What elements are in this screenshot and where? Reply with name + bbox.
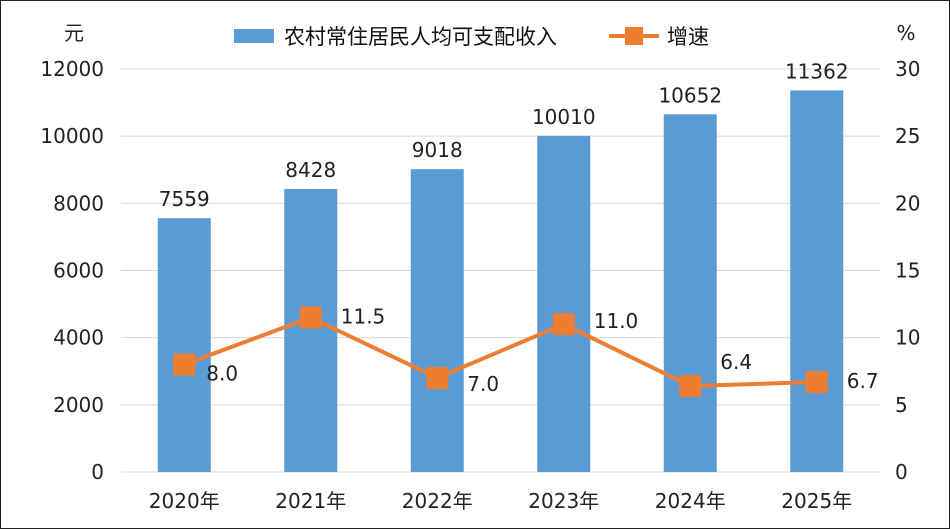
right-axis-unit: % bbox=[896, 21, 915, 45]
legend: 农村常住居民人均可支配收入 增速 bbox=[234, 25, 709, 49]
legend-label-income: 农村常住居民人均可支配收入 bbox=[284, 25, 557, 49]
left-axis-tick-label: 2000 bbox=[53, 393, 104, 417]
growth-marker bbox=[679, 375, 702, 398]
growth-data-label: 6.4 bbox=[720, 350, 752, 374]
legend-swatch-growth-marker bbox=[625, 27, 643, 45]
growth-data-label: 11.0 bbox=[594, 309, 639, 333]
left-axis-tick-label: 0 bbox=[91, 460, 104, 484]
right-axis-tick-label: 25 bbox=[895, 124, 920, 148]
income-bar bbox=[157, 218, 211, 472]
legend-label-growth: 增速 bbox=[667, 25, 709, 49]
left-axis-tick-label: 4000 bbox=[53, 326, 104, 350]
growth-marker bbox=[173, 353, 196, 376]
growth-data-label: 6.7 bbox=[847, 369, 879, 393]
x-axis-tick-label: 2020年 bbox=[149, 489, 220, 513]
right-axis-tick-label: 0 bbox=[895, 460, 908, 484]
x-axis-tick-label: 2021年 bbox=[275, 489, 346, 513]
income-bar-label: 10652 bbox=[658, 83, 722, 107]
income-bar bbox=[284, 188, 338, 473]
left-axis-tick-label: 10000 bbox=[40, 124, 104, 148]
right-axis-tick-label: 5 bbox=[895, 393, 908, 417]
growth-data-label: 11.5 bbox=[341, 305, 386, 329]
income-bar-label: 7559 bbox=[159, 187, 210, 211]
x-axis-tick-label: 2023年 bbox=[528, 489, 599, 513]
right-axis-tick-label: 10 bbox=[895, 326, 920, 350]
growth-data-label: 7.0 bbox=[467, 372, 499, 396]
income-bar bbox=[790, 90, 844, 472]
line-series bbox=[173, 306, 828, 398]
income-bar bbox=[663, 114, 717, 473]
left-axis-tick-label: 8000 bbox=[53, 191, 104, 215]
right-axis-tick-label: 30 bbox=[895, 57, 920, 81]
income-bar bbox=[537, 135, 591, 473]
growth-marker bbox=[299, 306, 322, 329]
right-axis-tick-label: 20 bbox=[895, 191, 920, 215]
income-bar bbox=[410, 169, 464, 472]
growth-marker bbox=[805, 370, 828, 393]
income-bar-label: 8428 bbox=[285, 158, 336, 182]
legend-swatch-income bbox=[234, 29, 274, 43]
x-axis-tick-label: 2025年 bbox=[781, 489, 852, 513]
income-bar-label: 10010 bbox=[532, 105, 596, 129]
left-axis-tick-label: 6000 bbox=[53, 259, 104, 283]
growth-marker bbox=[552, 313, 575, 336]
income-bar-label: 11362 bbox=[785, 59, 849, 83]
income-bar-label: 9018 bbox=[412, 138, 463, 162]
right-axis-tick-label: 15 bbox=[895, 259, 920, 283]
left-axis-tick-label: 12000 bbox=[40, 57, 104, 81]
axes: 元 % 020004000600080001000012000051015202… bbox=[40, 21, 920, 513]
x-axis-tick-label: 2024年 bbox=[655, 489, 726, 513]
data-labels: 7559 8428 9018 10010 10652 11362 8.0 11.5 7.0 11.… bbox=[159, 59, 879, 396]
x-axis-tick-label: 2022年 bbox=[402, 489, 473, 513]
bar-series bbox=[157, 90, 844, 473]
left-axis-unit: 元 bbox=[64, 21, 84, 45]
growth-marker bbox=[426, 366, 449, 389]
growth-data-label: 8.0 bbox=[206, 362, 238, 386]
gridlines bbox=[121, 68, 880, 473]
growth-line bbox=[183, 315, 817, 389]
